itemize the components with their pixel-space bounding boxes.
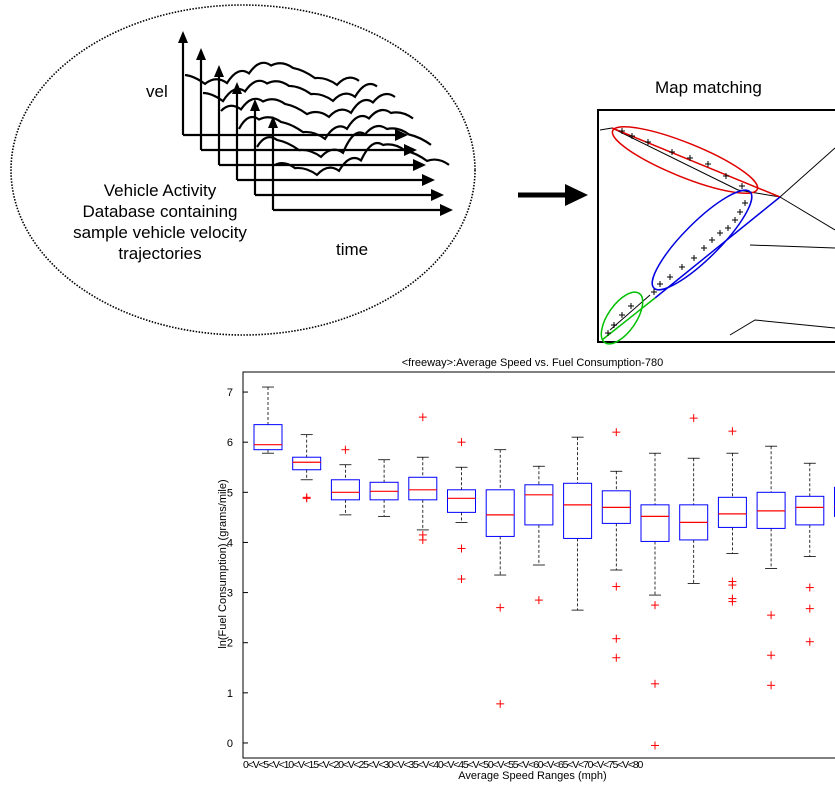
box-12 — [679, 414, 709, 584]
map-matching-title: Map matching — [655, 78, 762, 97]
velocity-trajectory — [220, 92, 396, 119]
y-tick-label: 5 — [227, 487, 233, 499]
outlier-point — [728, 581, 737, 590]
velocity-trajectory — [256, 124, 432, 159]
outlier-point — [302, 494, 311, 503]
y-tick-label: 0 — [227, 738, 233, 750]
outlier-point — [767, 651, 776, 660]
vel-axis-label: vel — [146, 82, 168, 101]
y-tick-label: 3 — [227, 588, 233, 600]
caption-line: trajectories — [118, 244, 202, 263]
matched-blue-route — [651, 189, 781, 299]
database-caption: Vehicle Activity Database containing sam… — [40, 180, 280, 264]
outlier-point — [767, 681, 776, 690]
box-3 — [330, 445, 360, 516]
trajectory-axes — [196, 48, 417, 156]
box-body — [485, 489, 515, 537]
caption-line: Vehicle Activity — [103, 181, 217, 200]
box-body — [447, 489, 476, 513]
caption-line: sample vehicle velocity — [73, 223, 247, 242]
outlier-point — [457, 438, 466, 447]
outlier-point — [805, 637, 814, 646]
outlier-point — [341, 445, 350, 454]
outlier-point — [651, 679, 659, 688]
y-tick-label: 2 — [227, 638, 233, 650]
outlier-point — [496, 699, 505, 708]
box-4 — [369, 459, 399, 517]
outlier-point — [496, 603, 505, 612]
outlier-point — [534, 596, 543, 605]
outlier-point — [612, 653, 621, 662]
chart-ylabel: ln(Fuel Consumption) (grams/mile) — [217, 479, 229, 649]
outlier-point — [418, 413, 427, 422]
trajectory-axes — [232, 82, 435, 186]
box-2 — [292, 434, 322, 503]
outlier-point — [805, 604, 814, 613]
outlier-point — [651, 601, 659, 610]
outlier-point — [457, 575, 466, 584]
caption-line: Database containing — [82, 202, 238, 221]
box-7 — [485, 449, 515, 708]
box-1 — [253, 386, 283, 454]
matched-red-route — [611, 126, 781, 198]
outlier-point — [805, 583, 814, 592]
outlier-point — [457, 544, 466, 553]
box-body — [717, 496, 747, 528]
box-body — [524, 484, 554, 526]
chart-title: <freeway>:Average Speed vs. Fuel Consump… — [401, 357, 664, 369]
box-body — [330, 479, 360, 501]
outlier-point — [767, 611, 776, 620]
outlier-point — [728, 597, 737, 606]
box-body — [795, 495, 825, 526]
box-10 — [601, 428, 631, 662]
velocity-trajectory — [274, 141, 450, 177]
velocity-trajectory-stack — [178, 31, 453, 216]
chart-xlabel: Average Speed Ranges (mph) — [458, 770, 607, 782]
box-5 — [408, 413, 438, 544]
box-11 — [640, 452, 670, 750]
y-tick-label: 1 — [227, 688, 233, 700]
box-15 — [795, 462, 825, 646]
time-axis-label: time — [336, 240, 369, 259]
y-tick-label: 4 — [227, 537, 233, 549]
trajectory-axes — [268, 116, 453, 216]
gps-points — [605, 128, 748, 336]
map-matching-panel — [597, 109, 835, 345]
outlier-point — [689, 414, 698, 423]
outlier-point — [651, 741, 659, 750]
velocity-trajectory — [202, 79, 378, 103]
outlier-point — [612, 582, 621, 591]
box-body — [563, 482, 593, 539]
outlier-point — [612, 428, 621, 437]
database-ellipse — [10, 4, 476, 336]
box-body — [253, 424, 283, 451]
box-body — [292, 456, 322, 471]
chart-xtick-labels: 0<V<5<V<10<V<15<V<20<V<25<V<30<V<35<V<40… — [243, 759, 643, 771]
box-6 — [447, 438, 476, 584]
outlier-point — [612, 634, 621, 643]
box-body — [408, 476, 438, 501]
y-tick-label: 7 — [227, 387, 233, 399]
outlier-point — [728, 427, 737, 436]
trajectory-axes — [250, 99, 444, 201]
plot-frame — [242, 371, 835, 759]
velocity-trajectory — [184, 61, 360, 87]
velocity-trajectory — [238, 108, 414, 141]
box-9 — [563, 436, 593, 611]
outlier-point — [418, 535, 427, 544]
trajectory-axes — [214, 65, 426, 171]
y-tick-label: 6 — [227, 437, 233, 449]
boxplot-chart: 0 1 2 3 4 5 6 7 — [227, 371, 835, 759]
flow-arrow — [518, 184, 588, 206]
box-14 — [756, 445, 786, 690]
box-8 — [524, 465, 554, 605]
box-13 — [717, 427, 747, 606]
box-body — [640, 504, 670, 542]
